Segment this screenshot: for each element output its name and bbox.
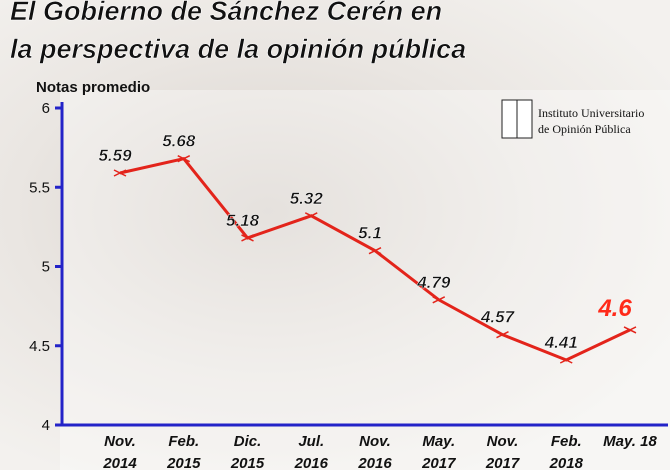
- data-label: 5.59: [98, 146, 132, 165]
- y-tick-label: 5: [42, 259, 50, 276]
- logo-text: Instituto Universitario: [538, 106, 644, 120]
- x-tick-label: Feb. 2018: [549, 433, 583, 470]
- point-marker: [304, 212, 318, 220]
- x-tick-label: Feb. 2015: [167, 433, 201, 470]
- logo-text: de Opinión Pública: [538, 122, 631, 136]
- y-tick-label: 5.5: [29, 179, 50, 196]
- data-label: 4.6: [597, 295, 632, 322]
- x-tick-label: May. 18: [603, 433, 657, 450]
- data-label: 4.57: [480, 308, 516, 327]
- y-tick-label: 4.5: [29, 338, 50, 355]
- data-label: 5.18: [226, 211, 260, 230]
- x-tick-label: Nov. 2014: [103, 433, 137, 470]
- y-tick-label: 6: [42, 100, 50, 117]
- data-label: 5.68: [162, 132, 196, 151]
- data-label: 4.79: [416, 273, 451, 292]
- point-marker: [623, 326, 637, 334]
- point-marker: [432, 296, 446, 304]
- x-tick-label: Nov. 2016: [358, 433, 392, 470]
- title-line: El Gobierno de Sánchez Cerén en: [10, 0, 442, 26]
- point-marker: [113, 169, 127, 177]
- x-tick-label: May. 2017: [422, 433, 456, 470]
- x-tick-label: Jul. 2016: [294, 433, 328, 470]
- data-label: 5.1: [358, 224, 382, 243]
- title-line: la perspectiva de la opinión pública: [10, 34, 466, 64]
- data-label: 5.32: [290, 189, 324, 208]
- point-marker: [559, 356, 573, 364]
- x-tick-label: Nov. 2017: [485, 433, 520, 470]
- data-label: 4.41: [544, 333, 578, 352]
- logo: Instituto Universitario de Opinión Públi…: [501, 99, 644, 139]
- point-marker: [177, 155, 191, 163]
- y-axis-label: Notas promedio: [36, 79, 150, 96]
- x-tick-label: Dic. 2015: [230, 433, 265, 470]
- point-marker: [496, 330, 509, 339]
- point-marker: [368, 246, 382, 255]
- point-marker: [241, 234, 254, 242]
- y-tick-label: 4: [42, 417, 50, 434]
- photo-overlay: [60, 90, 670, 470]
